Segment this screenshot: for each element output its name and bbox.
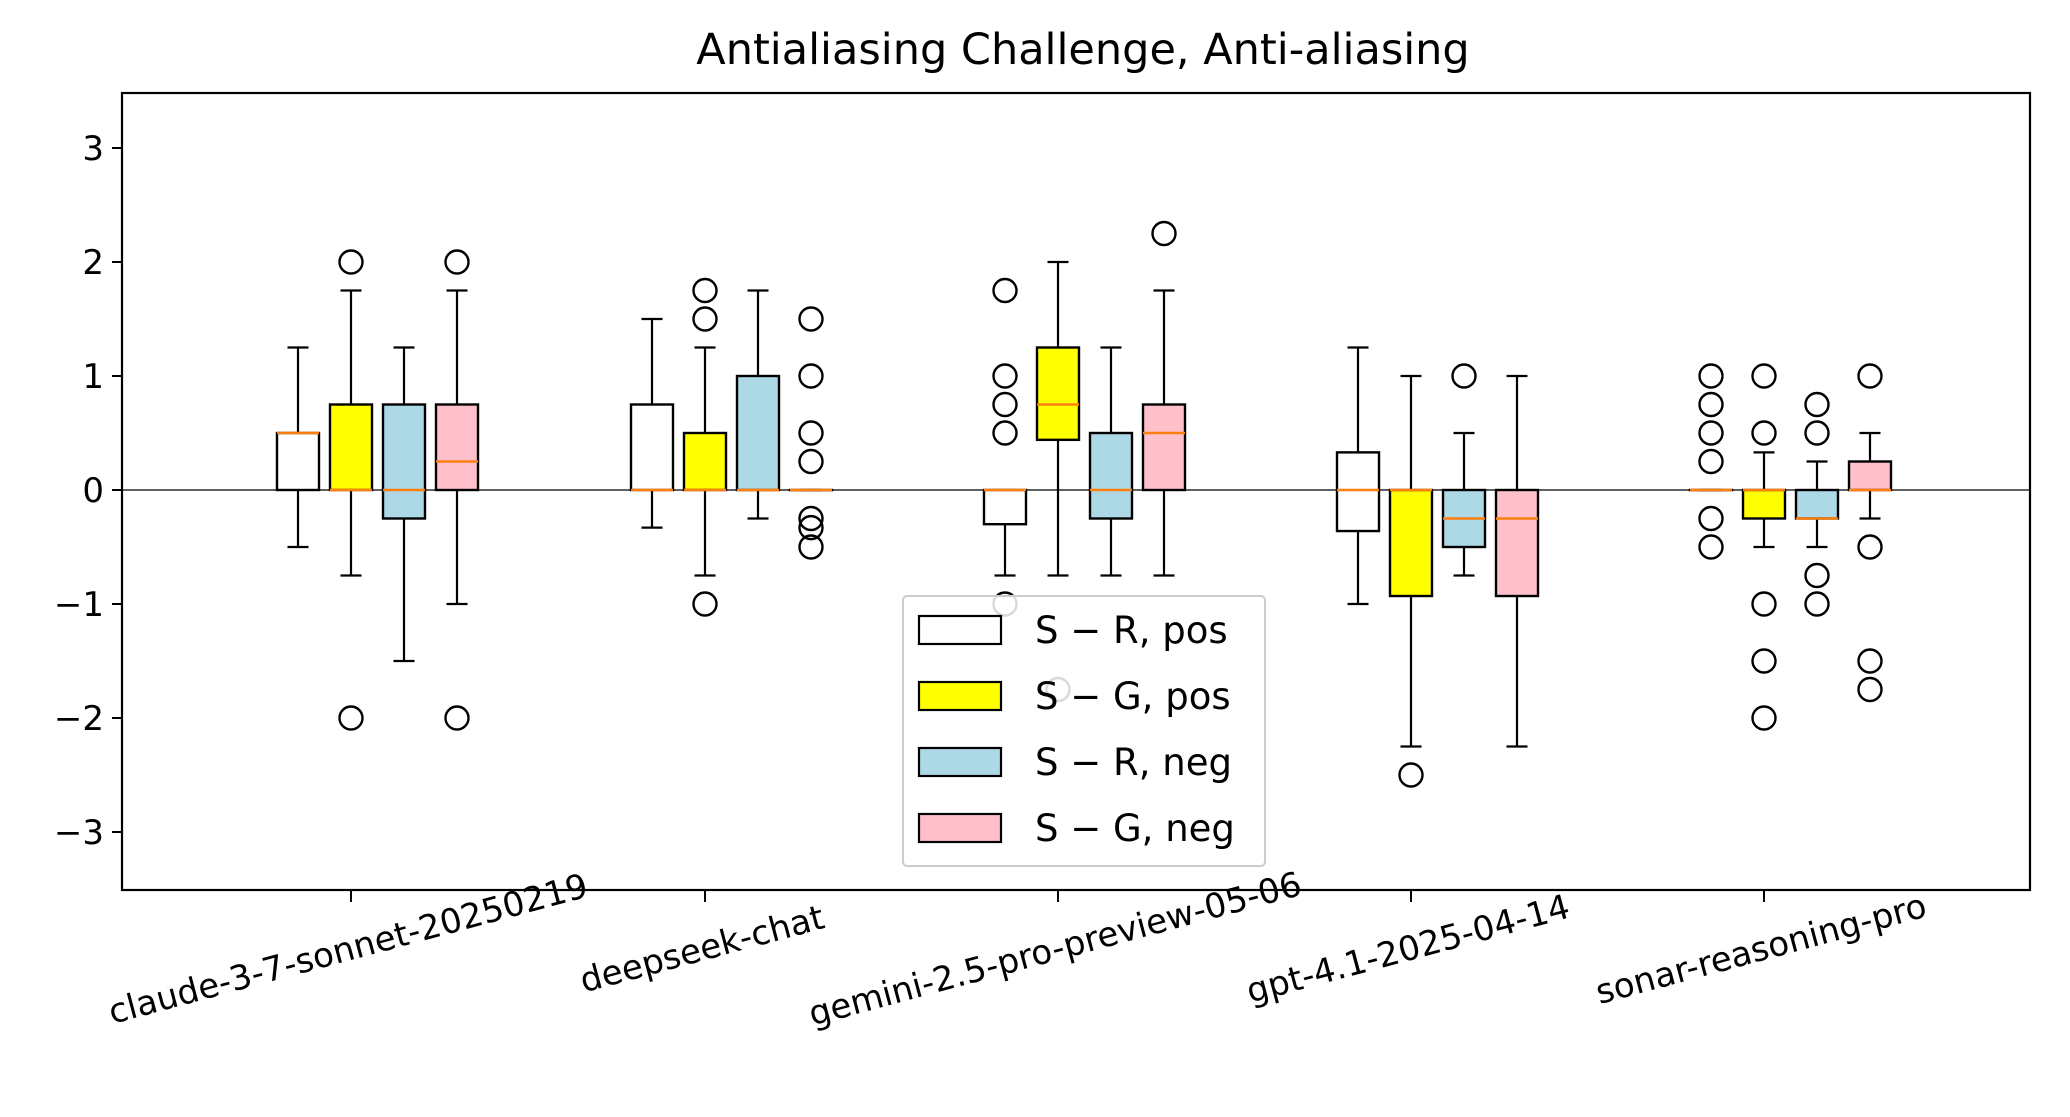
legend: S − R, pos S − G, pos S − R, neg S − G, neg [902, 595, 1266, 867]
outlier-point [1857, 676, 1883, 703]
outlier-point [1804, 591, 1830, 617]
y-tick-label: −2 [54, 699, 104, 739]
box-group [629, 317, 675, 529]
box [982, 488, 1028, 526]
outlier-point [1751, 705, 1777, 731]
box-group [735, 289, 781, 520]
outlier-point [1857, 648, 1883, 674]
outlier-point [992, 391, 1018, 418]
outlier-point [798, 448, 824, 475]
box [1494, 488, 1540, 598]
box-group [1688, 363, 1734, 560]
outlier-point [1751, 591, 1777, 617]
box-group [328, 249, 374, 731]
outlier-point [1451, 363, 1477, 389]
outlier-point [444, 705, 470, 731]
box-group [682, 277, 728, 617]
outlier-point [1751, 363, 1777, 389]
outlier-point [1698, 505, 1724, 532]
box-group [381, 346, 427, 663]
outlier-point [1698, 448, 1724, 475]
chart-title: Antialiasing Challenge, Anti-aliasing [696, 25, 1469, 75]
legend-swatch [917, 746, 1003, 778]
y-tick-label: 1 [82, 357, 104, 397]
legend-label: S − R, neg [1035, 741, 1232, 784]
box [434, 403, 480, 492]
legend-label: S − G, neg [1035, 807, 1235, 850]
outlier-point [798, 534, 824, 560]
box-group [1441, 363, 1487, 577]
box [328, 403, 374, 492]
box [682, 431, 728, 492]
outlier-point [798, 306, 824, 332]
box-group [275, 346, 321, 549]
outlier-point [1698, 534, 1724, 560]
legend-label: S − R, pos [1035, 609, 1228, 652]
box-group [982, 277, 1028, 617]
legend-swatch [917, 812, 1003, 844]
outlier-point [1857, 363, 1883, 389]
outlier-point [992, 420, 1018, 446]
outlier-point [1698, 391, 1724, 418]
box-group [1088, 346, 1134, 577]
outlier-point [798, 514, 824, 541]
box-group [434, 249, 480, 731]
box [1847, 460, 1893, 492]
outlier-point [798, 363, 824, 389]
box [1335, 451, 1381, 533]
box [735, 374, 781, 492]
outlier-point [1698, 363, 1724, 389]
outlier-point [1398, 762, 1424, 788]
box-group [1494, 374, 1540, 748]
box [1388, 488, 1434, 598]
outlier-point [692, 277, 718, 304]
outlier-point [1751, 420, 1777, 446]
box [1741, 488, 1787, 520]
outlier-point [692, 591, 718, 617]
outlier-point [1804, 391, 1830, 418]
box [629, 403, 675, 492]
outlier-point [1151, 220, 1177, 247]
y-tick-label: −1 [54, 585, 104, 625]
box [1794, 488, 1840, 520]
legend-label: S − G, pos [1035, 675, 1231, 718]
outlier-point [992, 277, 1018, 304]
outlier-point [1804, 562, 1830, 589]
axes-frame [120, 91, 2032, 892]
y-tick-label: 0 [82, 471, 104, 511]
box-group [1388, 374, 1434, 788]
outlier-point [338, 249, 364, 275]
box-group [1335, 346, 1381, 606]
box-group [788, 306, 834, 560]
outlier-point [1751, 648, 1777, 674]
legend-swatch [917, 614, 1003, 646]
outlier-point [1698, 420, 1724, 446]
box [1035, 346, 1081, 442]
outlier-point [444, 249, 470, 275]
y-tick-label: 3 [82, 129, 104, 169]
outlier-point [1804, 420, 1830, 446]
outlier-point [798, 505, 824, 532]
box [1141, 403, 1187, 492]
legend-swatch [917, 680, 1003, 712]
y-tick-label: −3 [54, 813, 104, 853]
box-group [1794, 391, 1840, 617]
box-group [1141, 220, 1187, 577]
outlier-point [1857, 534, 1883, 560]
box-group [1847, 363, 1893, 703]
box [275, 431, 321, 492]
box [1088, 431, 1134, 520]
outlier-point [692, 306, 718, 332]
y-tick-label: 2 [82, 243, 104, 283]
outlier-point [798, 420, 824, 446]
legend-frame [902, 595, 1266, 867]
box [381, 403, 427, 520]
box-group [1741, 363, 1787, 731]
outlier-point [992, 363, 1018, 389]
outlier-point [338, 705, 364, 731]
